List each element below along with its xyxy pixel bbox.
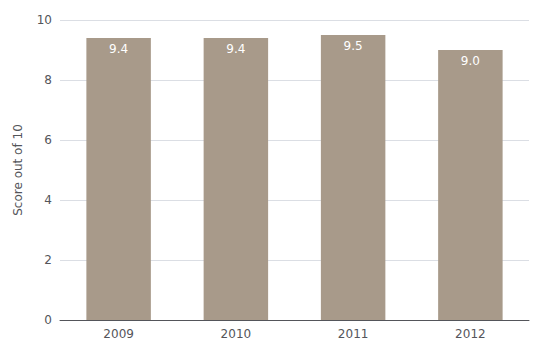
svg-text:9.0: 9.0 [461, 54, 480, 68]
svg-text:6: 6 [44, 133, 52, 147]
svg-text:9.4: 9.4 [109, 42, 128, 56]
svg-text:9.4: 9.4 [226, 42, 245, 56]
svg-text:4: 4 [44, 193, 52, 207]
svg-text:8: 8 [44, 73, 52, 87]
svg-text:10: 10 [37, 13, 52, 27]
svg-text:2: 2 [44, 253, 52, 267]
svg-text:2009: 2009 [103, 327, 134, 341]
svg-text:2011: 2011 [338, 327, 369, 341]
svg-text:2010: 2010 [221, 327, 252, 341]
svg-text:Score out of 10: Score out of 10 [11, 124, 25, 216]
svg-text:2012: 2012 [455, 327, 486, 341]
svg-text:9.5: 9.5 [344, 39, 363, 53]
svg-text:0: 0 [44, 313, 52, 327]
